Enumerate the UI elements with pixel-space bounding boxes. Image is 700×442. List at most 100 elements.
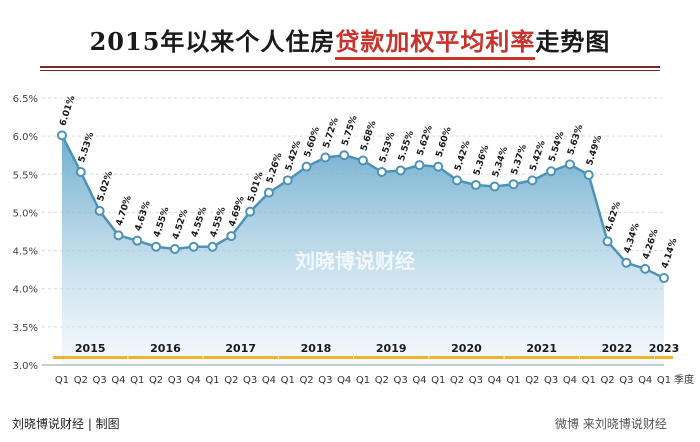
data-label: 5.75% xyxy=(341,114,360,147)
data-point xyxy=(245,206,256,217)
x-tick-label: Q1 xyxy=(130,375,144,386)
x-tick-label: Q2 xyxy=(600,375,614,386)
data-label: 5.60% xyxy=(435,126,454,159)
data-point xyxy=(470,179,481,190)
data-label: 5.34% xyxy=(491,146,510,179)
chart-title: 2015年以来个人住房贷款加权平均利率走势图 xyxy=(0,22,700,60)
data-point xyxy=(263,187,274,198)
x-tick-label: Q3 xyxy=(394,375,408,386)
title-rule-thin xyxy=(40,70,660,71)
data-label: 4.63% xyxy=(134,200,153,233)
year-label: 2019 xyxy=(376,342,407,355)
data-point xyxy=(207,241,218,252)
x-tick-label: Q2 xyxy=(299,375,313,386)
data-label: 6.01% xyxy=(58,95,77,128)
footer-credit: 刘晓博说财经 | 制图 xyxy=(12,417,120,431)
data-point xyxy=(358,155,368,166)
data-label: 4.70% xyxy=(115,194,134,227)
year-bar xyxy=(655,356,673,359)
data-label: 5.42% xyxy=(529,140,548,173)
data-point xyxy=(169,244,180,255)
x-tick-label: Q3 xyxy=(168,375,182,386)
data-point xyxy=(508,179,519,190)
data-label: 5.62% xyxy=(416,124,435,157)
x-tick-label: Q4 xyxy=(262,375,276,386)
data-point xyxy=(564,159,575,170)
year-bar xyxy=(128,356,203,359)
data-label: 4.55% xyxy=(209,206,228,239)
data-point xyxy=(414,160,425,171)
x-tick-label: Q4 xyxy=(187,375,201,386)
x-tick-label: Q2 xyxy=(525,375,539,386)
data-point xyxy=(113,230,124,241)
data-label: 5.72% xyxy=(322,117,341,150)
data-label: 4.26% xyxy=(642,228,661,261)
x-tick-label: Q3 xyxy=(318,375,332,386)
data-point xyxy=(75,166,86,177)
y-tick-label: 3.0% xyxy=(13,361,38,372)
data-label: 4.52% xyxy=(171,208,190,241)
data-label: 5.60% xyxy=(303,126,322,159)
x-tick-label: Q3 xyxy=(544,375,558,386)
data-label: 4.62% xyxy=(604,201,623,234)
data-point xyxy=(489,181,500,192)
data-point xyxy=(226,231,237,242)
title-suffix: 走势图 xyxy=(535,27,611,56)
data-point xyxy=(282,175,293,186)
year-label: 2020 xyxy=(451,342,482,355)
x-tick-label: Q4 xyxy=(638,375,652,386)
year-bar xyxy=(354,356,429,359)
data-label: 4.34% xyxy=(623,222,642,255)
x-tick-label: Q1 xyxy=(281,375,295,386)
x-tick-label: Q4 xyxy=(111,375,125,386)
data-point xyxy=(527,175,538,186)
year-label: 2017 xyxy=(225,342,256,355)
data-label: 5.37% xyxy=(510,143,529,176)
x-tick-label: Q3 xyxy=(619,375,633,386)
data-point xyxy=(546,166,557,177)
y-tick-label: 4.5% xyxy=(13,247,38,258)
data-point xyxy=(640,263,651,274)
x-tick-label: Q2 xyxy=(375,375,389,386)
data-point xyxy=(151,241,162,252)
data-point xyxy=(339,150,350,161)
data-point xyxy=(376,166,387,177)
data-point xyxy=(188,241,199,252)
data-label: 5.02% xyxy=(96,170,115,203)
y-tick-label: 5.5% xyxy=(13,170,38,181)
title-rule xyxy=(40,66,660,68)
x-tick-label: Q4 xyxy=(337,375,351,386)
data-point xyxy=(94,205,105,216)
data-point xyxy=(452,175,463,186)
data-point xyxy=(320,152,331,163)
x-tick-label: Q2 xyxy=(450,375,464,386)
year-label: 2015 xyxy=(75,342,106,355)
title-prefix: 2015年以来个人住房 xyxy=(89,27,336,56)
data-label: 5.54% xyxy=(547,130,566,163)
data-point xyxy=(433,161,444,172)
x-tick-label: Q2 xyxy=(224,375,238,386)
data-label: 4.55% xyxy=(152,206,171,239)
data-label: 5.42% xyxy=(284,140,303,173)
x-tick-label: Q2 xyxy=(149,375,163,386)
data-point xyxy=(132,235,143,246)
data-label: 5.53% xyxy=(378,131,397,164)
data-point xyxy=(395,165,406,176)
data-point xyxy=(57,130,67,141)
x-tick-label: Q4 xyxy=(412,375,426,386)
data-point xyxy=(659,273,669,284)
data-point xyxy=(621,257,632,268)
footer-watermark: 微博 来刘晓博说财经 xyxy=(555,417,667,431)
y-tick-label: 6.5% xyxy=(13,94,38,105)
year-label: 2021 xyxy=(526,342,557,355)
x-unit-label: 季度 xyxy=(674,373,694,386)
title-highlight: 贷款加权平均利率 xyxy=(335,27,536,60)
year-bar xyxy=(278,356,354,359)
year-label: 2016 xyxy=(150,342,181,355)
year-label: 2022 xyxy=(602,342,633,355)
data-label: 5.49% xyxy=(585,134,604,167)
data-point xyxy=(602,236,613,247)
x-tick-label: Q3 xyxy=(93,375,107,386)
area-fill xyxy=(62,135,664,365)
